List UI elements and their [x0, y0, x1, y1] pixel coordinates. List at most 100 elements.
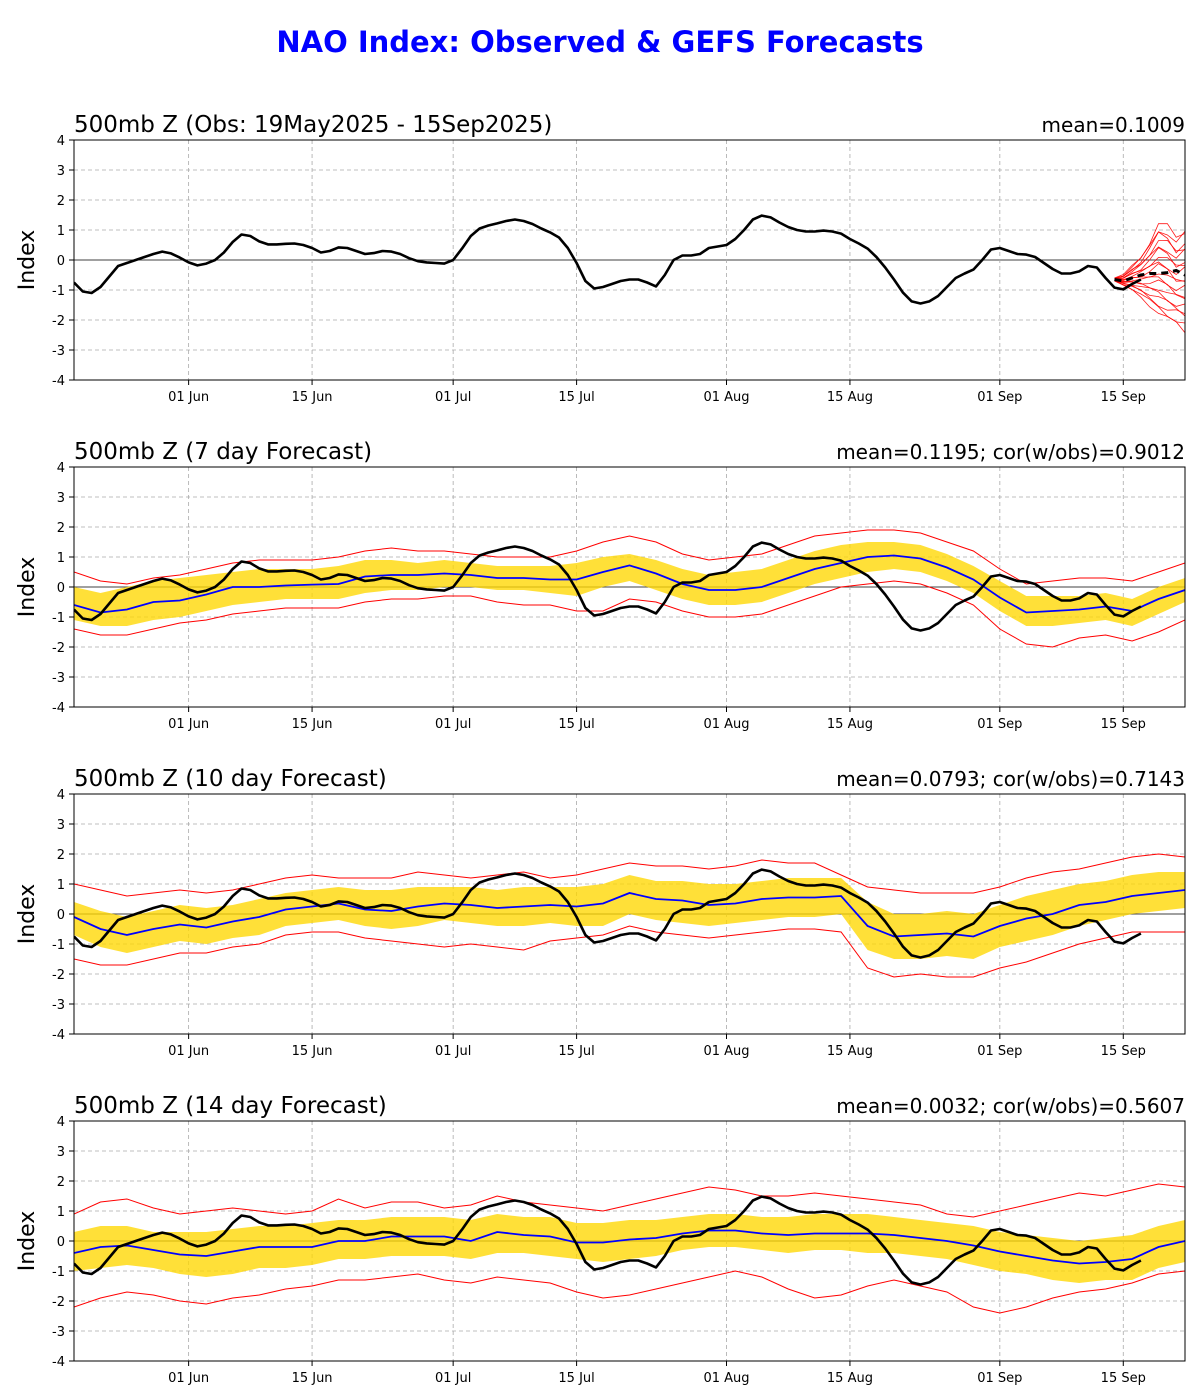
y-tick-label: -3 — [52, 344, 65, 359]
plot-frame — [73, 793, 1186, 1035]
y-tick-label: -2 — [52, 641, 65, 656]
y-tick-label: 0 — [57, 581, 65, 596]
y-tick-label: 3 — [57, 818, 65, 833]
y-tick-label: -3 — [52, 671, 65, 686]
ensemble-max-line — [74, 853, 1185, 897]
y-axis-label: Index — [15, 557, 40, 618]
ensemble-spread-band — [74, 1214, 1185, 1283]
plot-frame — [73, 1120, 1186, 1362]
y-tick-label: -4 — [52, 374, 65, 389]
y-tick-label: 2 — [57, 1175, 65, 1190]
y-tick-label: -2 — [52, 1295, 65, 1310]
y-tick-label: 0 — [57, 1235, 65, 1250]
y-tick-label: 4 — [57, 788, 65, 803]
panel-stats: mean=0.1195; cor(w/obs)=0.9012 — [836, 440, 1185, 464]
y-tick-label: -4 — [52, 1355, 65, 1370]
ensemble-member-line — [1114, 256, 1185, 280]
y-tick-label: -1 — [52, 611, 65, 626]
x-tick-label: 15 Aug — [827, 1371, 873, 1386]
y-tick-label: 1 — [57, 551, 65, 566]
panel-3: 500mb Z (10 day Forecast) mean=0.0793; co… — [15, 766, 1186, 1059]
y-tick-label: -1 — [52, 1265, 65, 1280]
x-tick-label: 15 Sep — [1101, 1371, 1146, 1386]
y-tick-label: -4 — [52, 701, 65, 716]
ensemble-mean-line — [74, 1229, 1185, 1265]
ensemble-max-line — [74, 1183, 1185, 1218]
x-tick-label: 01 Jun — [168, 717, 209, 732]
y-tick-label: 3 — [57, 164, 65, 179]
x-tick-label: 01 Jul — [435, 390, 471, 405]
x-tick-label: 15 Jul — [558, 717, 594, 732]
x-tick-label: 01 Jun — [168, 390, 209, 405]
ensemble-member-line — [1114, 261, 1185, 281]
observed-index-line — [74, 1195, 1142, 1286]
y-axis-label: Index — [15, 1211, 40, 1272]
ensemble-min-line — [74, 580, 1185, 648]
ensemble-member-line — [1114, 239, 1185, 279]
panel-title: 500mb Z (Obs: 19May2025 - 15Sep2025) — [74, 112, 552, 138]
x-tick-label: 01 Aug — [703, 390, 749, 405]
y-tick-label: -3 — [52, 998, 65, 1013]
panel-4: 500mb Z (14 day Forecast) mean=0.0032; co… — [15, 1093, 1186, 1386]
y-tick-label: -1 — [52, 938, 65, 953]
y-tick-label: -4 — [52, 1028, 65, 1043]
x-tick-label: 01 Aug — [703, 1371, 749, 1386]
y-tick-label: 2 — [57, 194, 65, 209]
ensemble-member-line — [1114, 247, 1185, 280]
panel-stats: mean=0.1009 — [1042, 113, 1185, 137]
y-axis-label: Index — [15, 884, 40, 945]
panel-stats: mean=0.0032; cor(w/obs)=0.5607 — [836, 1094, 1185, 1118]
panel-1: 500mb Z (Obs: 19May2025 - 15Sep2025) mean… — [15, 112, 1186, 405]
x-tick-label: 01 Jun — [168, 1044, 209, 1059]
ensemble-mean-line — [74, 554, 1185, 614]
ensemble-member-line — [1114, 280, 1185, 315]
y-tick-label: 3 — [57, 1145, 65, 1160]
y-tick-label: 4 — [57, 461, 65, 476]
plot-frame — [73, 139, 1186, 381]
panel-title: 500mb Z (10 day Forecast) — [74, 766, 387, 792]
ensemble-member-line — [1114, 231, 1185, 279]
plot-area — [74, 1183, 1185, 1314]
panel-2: 500mb Z (7 day Forecast) mean=0.1195; cor… — [15, 439, 1186, 732]
x-tick-label: 15 Sep — [1101, 1044, 1146, 1059]
y-tick-label: 0 — [57, 254, 65, 269]
ensemble-member-line — [1114, 276, 1185, 292]
y-tick-label: -2 — [52, 968, 65, 983]
panel-stats: mean=0.0793; cor(w/obs)=0.7143 — [836, 767, 1185, 791]
y-tick-label: 4 — [57, 1115, 65, 1130]
x-tick-label: 15 Aug — [827, 1044, 873, 1059]
panel-title: 500mb Z (7 day Forecast) — [74, 439, 372, 465]
plot-frame — [73, 466, 1186, 708]
ensemble-member-line — [1114, 246, 1185, 280]
observed-index-line — [74, 541, 1142, 632]
panel-title: 500mb Z (14 day Forecast) — [74, 1093, 387, 1119]
ensemble-member-line — [1114, 230, 1185, 279]
y-tick-label: 4 — [57, 134, 65, 149]
x-tick-label: 15 Jul — [558, 1371, 594, 1386]
x-tick-label: 15 Jul — [558, 390, 594, 405]
y-tick-label: 1 — [57, 878, 65, 893]
observed-index-line — [74, 868, 1142, 959]
ensemble-spread-band — [74, 872, 1185, 959]
y-axis-label: Index — [15, 230, 40, 291]
plot-area — [74, 529, 1185, 648]
ensemble-member-line — [1114, 279, 1185, 300]
ensemble-min-line — [74, 1270, 1185, 1314]
x-tick-label: 01 Jun — [168, 1371, 209, 1386]
x-tick-label: 15 Sep — [1101, 390, 1146, 405]
ensemble-member-line — [1114, 280, 1185, 324]
y-tick-label: 2 — [57, 521, 65, 536]
x-tick-label: 01 Sep — [977, 1044, 1022, 1059]
y-tick-label: 1 — [57, 224, 65, 239]
ensemble-mean-dashed-line — [1114, 268, 1185, 283]
x-tick-label: 15 Jun — [292, 717, 333, 732]
x-tick-label: 15 Aug — [827, 390, 873, 405]
x-tick-label: 15 Jun — [292, 390, 333, 405]
x-tick-label: 01 Sep — [977, 390, 1022, 405]
y-tick-label: 1 — [57, 1205, 65, 1220]
x-tick-label: 15 Jul — [558, 1044, 594, 1059]
y-tick-label: -1 — [52, 284, 65, 299]
ensemble-member-line — [1114, 223, 1185, 279]
x-tick-label: 01 Sep — [977, 1371, 1022, 1386]
